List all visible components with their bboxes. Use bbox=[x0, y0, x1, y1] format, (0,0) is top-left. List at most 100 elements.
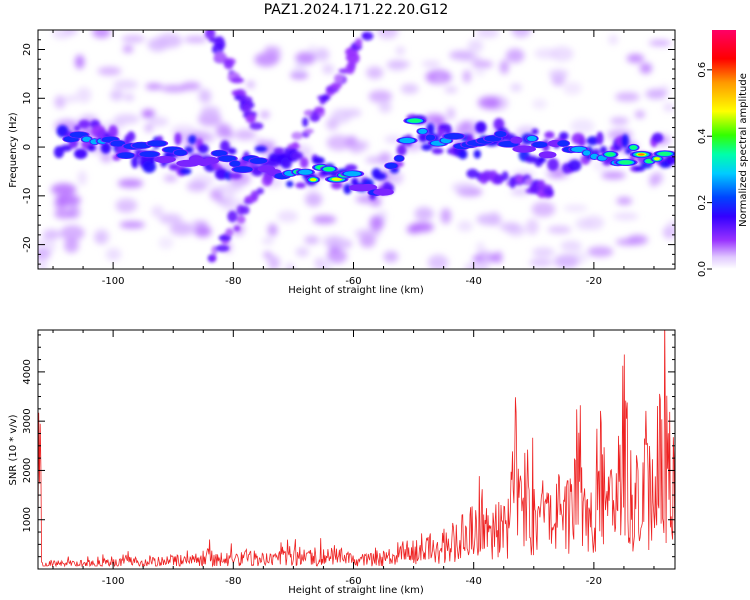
heatmap-secondary-blob bbox=[250, 190, 259, 200]
heatmap-secondary-blob bbox=[210, 254, 217, 262]
heatmap-noise-blob bbox=[471, 60, 494, 69]
heatmap-noise-blob bbox=[446, 107, 456, 120]
heatmap-contour-level bbox=[385, 162, 398, 169]
heatmap-noise-blob bbox=[481, 251, 491, 265]
snr-frame bbox=[37, 329, 676, 570]
heatmap-contour-level bbox=[139, 151, 159, 158]
heatmap-secondary-blob bbox=[321, 94, 330, 102]
heatmap-secondary-blob bbox=[292, 141, 299, 148]
heatmap-contour-level bbox=[310, 178, 317, 182]
heatmap-contour-level bbox=[249, 157, 268, 164]
heatmap-secondary-blob bbox=[223, 59, 234, 70]
heatmap-contour-level bbox=[658, 151, 672, 156]
heatmap-contour-level bbox=[298, 169, 313, 175]
heatmap-noise-blob bbox=[563, 204, 588, 212]
heatmap-noise-blob bbox=[550, 46, 574, 62]
colorbar-label: Normalized spectral amplitude bbox=[738, 73, 749, 227]
heatmap-noise-blob bbox=[457, 54, 482, 62]
heatmap-secondary-blob bbox=[330, 82, 342, 90]
heatmap-contour-level bbox=[211, 150, 228, 157]
heatmap-noise-blob bbox=[626, 53, 645, 63]
heatmap-noise-blob bbox=[97, 66, 122, 76]
heatmap-noise-blob bbox=[326, 135, 351, 151]
heatmap-ridge-halo-blob bbox=[547, 158, 559, 171]
heatmap-y-tick-label: 10 bbox=[22, 92, 33, 105]
heatmap-noise-blob bbox=[627, 234, 648, 245]
heatmap-ridge-halo-blob bbox=[126, 131, 136, 142]
heatmap-noise-blob bbox=[110, 89, 124, 101]
heatmap-noise-blob bbox=[649, 174, 658, 187]
heatmap-noise-blob bbox=[159, 213, 183, 225]
colorbar-tick-label: 0.0 bbox=[697, 261, 708, 277]
heatmap-noise-blob bbox=[400, 83, 419, 94]
heatmap-noise-blob bbox=[260, 111, 270, 119]
heatmap-noise-blob bbox=[645, 88, 667, 100]
heatmap-secondary-blob bbox=[314, 106, 325, 114]
heatmap-y-tick-label: 0 bbox=[22, 144, 33, 150]
figure-title: PAZ1.2024.171.22.20.G12 bbox=[264, 2, 449, 18]
colorbar-tick-label: 0.6 bbox=[697, 62, 708, 78]
heatmap-noise-blob bbox=[117, 178, 144, 188]
heatmap-noise-blob bbox=[421, 60, 441, 68]
heatmap-noise-blob bbox=[608, 34, 619, 45]
heatmap-noise-blob bbox=[65, 95, 78, 103]
heatmap-ridge-halo-blob bbox=[578, 136, 586, 147]
heatmap-noise-blob bbox=[326, 118, 339, 131]
heatmap-noise-blob bbox=[414, 207, 434, 221]
heatmap-noise-blob bbox=[124, 94, 135, 101]
heatmap-contour-level bbox=[510, 136, 523, 144]
heatmap-ridge-halo-blob bbox=[421, 143, 433, 151]
heatmap-contour-level bbox=[605, 152, 615, 157]
heatmap-noise-blob bbox=[354, 228, 381, 239]
heatmap-contour-level bbox=[583, 150, 591, 156]
heatmap-ridge-halo-blob bbox=[652, 132, 664, 143]
heatmap-contour-level bbox=[323, 167, 335, 172]
heatmap-ridge-halo-blob bbox=[197, 144, 209, 154]
heatmap-contour-level bbox=[494, 131, 507, 138]
snr-y-tick-label: 3000 bbox=[22, 408, 33, 433]
heatmap-contour-level bbox=[394, 155, 404, 162]
heatmap-noise-blob bbox=[64, 238, 79, 253]
heatmap-noise-blob bbox=[489, 211, 501, 227]
heatmap-secondary-blob bbox=[213, 51, 227, 63]
heatmap-contour-level bbox=[399, 137, 415, 144]
heatmap-noise-blob bbox=[141, 109, 155, 119]
heatmap-noise-blob bbox=[115, 198, 138, 213]
heatmap-main-ridge bbox=[53, 114, 675, 200]
heatmap-noise-blob bbox=[77, 170, 87, 186]
heatmap-noise-blob bbox=[246, 81, 255, 89]
heatmap-contour-level bbox=[343, 171, 361, 177]
heatmap-secondary-blob bbox=[215, 244, 230, 252]
heatmap-ridge-halo-blob bbox=[396, 144, 407, 156]
heatmap-secondary-blob bbox=[333, 73, 344, 84]
heatmap-secondary-ridges bbox=[204, 30, 554, 263]
heatmap-secondary-blob bbox=[256, 187, 264, 195]
heatmap-noise-blob bbox=[587, 246, 614, 257]
heatmap-frame bbox=[37, 29, 676, 270]
heatmap-contour-level bbox=[527, 135, 537, 142]
heatmap-contour-level bbox=[418, 128, 427, 134]
heatmap-noise-blob bbox=[277, 210, 299, 223]
heatmap-contour-level bbox=[425, 134, 436, 141]
heatmap-ridge-halo-blob bbox=[87, 144, 96, 152]
heatmap-ridge-halo-blob bbox=[596, 131, 604, 145]
heatmap-contour-level bbox=[117, 152, 135, 159]
heatmap-noise-blob bbox=[54, 209, 75, 219]
heatmap-noise-blob bbox=[194, 225, 212, 237]
heatmap-contour-level bbox=[618, 160, 633, 165]
heatmap-noise-blob bbox=[464, 262, 490, 269]
heatmap-noise-blob bbox=[54, 95, 66, 109]
heatmap-noise-blob bbox=[378, 101, 392, 113]
heatmap-noise-blob bbox=[366, 66, 384, 80]
heatmap-noise-blob bbox=[198, 88, 211, 103]
heatmap-noise-blob bbox=[60, 225, 85, 242]
heatmap-noise-blob bbox=[268, 255, 280, 269]
heatmap-noise-blob bbox=[262, 237, 274, 245]
colorbar-tick-label: 0.4 bbox=[697, 128, 708, 144]
heatmap-contour-level bbox=[637, 153, 645, 156]
heatmap-noise-blob bbox=[666, 220, 675, 235]
heatmap-secondary-blob bbox=[249, 122, 264, 130]
heatmap-y-axis-label: Frequency (Hz) bbox=[8, 112, 19, 188]
